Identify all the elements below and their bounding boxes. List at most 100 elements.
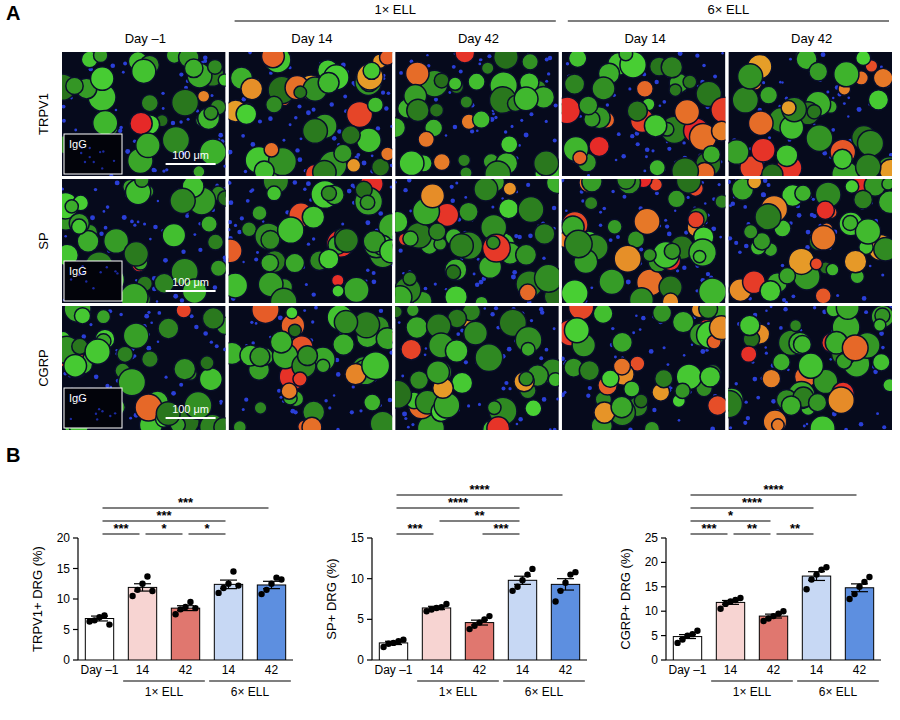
nucleus bbox=[352, 385, 355, 388]
x-tick-label: 42 bbox=[853, 663, 867, 677]
neuron bbox=[519, 284, 536, 301]
nucleus bbox=[365, 220, 370, 225]
nucleus bbox=[220, 402, 223, 405]
neuron bbox=[278, 217, 304, 243]
data-point bbox=[258, 591, 264, 597]
nucleus bbox=[630, 134, 634, 138]
neuron bbox=[519, 372, 533, 386]
nucleus bbox=[113, 160, 115, 162]
nucleus bbox=[156, 300, 158, 302]
neuron bbox=[815, 288, 831, 303]
nucleus bbox=[494, 306, 498, 310]
nucleus bbox=[682, 141, 685, 144]
nucleus bbox=[351, 184, 355, 188]
neuron bbox=[709, 316, 725, 340]
y-axis-title: TRPV1+ DRG (%) bbox=[30, 546, 45, 652]
neuron bbox=[468, 73, 485, 90]
neuron bbox=[612, 332, 632, 352]
neuron bbox=[395, 211, 408, 232]
nucleus bbox=[504, 130, 507, 133]
nucleus bbox=[246, 199, 250, 203]
neuron bbox=[629, 288, 653, 303]
neuron bbox=[599, 269, 625, 295]
nucleus bbox=[655, 80, 659, 84]
nucleus bbox=[146, 346, 151, 351]
nucleus bbox=[293, 410, 297, 414]
x-tick-label: 14 bbox=[136, 663, 150, 677]
nucleus bbox=[602, 207, 606, 211]
neuron bbox=[653, 306, 672, 323]
neuron bbox=[207, 234, 223, 250]
nucleus bbox=[771, 399, 776, 404]
nucleus bbox=[687, 196, 690, 199]
neuron bbox=[782, 97, 807, 122]
y-tick-label: 10 bbox=[645, 604, 659, 618]
neuron bbox=[643, 248, 656, 261]
neuron bbox=[649, 160, 665, 176]
nucleus bbox=[359, 409, 362, 412]
x-tick-label: 14 bbox=[222, 663, 236, 677]
nucleus bbox=[614, 356, 617, 359]
neuron bbox=[218, 191, 226, 207]
x-tick-label: Day –1 bbox=[374, 663, 412, 677]
nucleus bbox=[84, 161, 86, 163]
x-tick-label: 42 bbox=[559, 663, 573, 677]
bar bbox=[845, 588, 873, 660]
neuron bbox=[836, 306, 859, 319]
x-tick-label: 14 bbox=[516, 663, 530, 677]
nucleus bbox=[806, 230, 811, 235]
scale-label: 100 μm bbox=[172, 276, 209, 288]
neuron bbox=[636, 80, 653, 97]
nucleus bbox=[133, 224, 136, 227]
neuron bbox=[72, 219, 87, 234]
nucleus bbox=[864, 310, 868, 314]
column-label: Day –1 bbox=[125, 31, 166, 46]
neuron bbox=[485, 161, 511, 176]
bar bbox=[128, 587, 156, 660]
neuron bbox=[450, 234, 474, 258]
x-tick-label: 42 bbox=[265, 663, 279, 677]
neuron bbox=[362, 352, 390, 380]
group-line bbox=[503, 680, 585, 681]
nucleus bbox=[490, 312, 494, 316]
nucleus bbox=[229, 228, 231, 231]
nucleus bbox=[62, 105, 66, 109]
neuron bbox=[795, 185, 812, 202]
nucleus bbox=[98, 408, 100, 410]
y-tick-label: 10 bbox=[351, 572, 365, 586]
data-point bbox=[808, 576, 814, 582]
neuron bbox=[448, 77, 461, 90]
micrograph bbox=[728, 179, 892, 303]
nucleus bbox=[268, 116, 273, 121]
neuron bbox=[376, 328, 392, 350]
neuron bbox=[303, 118, 328, 143]
nucleus bbox=[402, 412, 407, 417]
neuron bbox=[664, 243, 680, 259]
neuron bbox=[395, 286, 412, 303]
neuron bbox=[627, 101, 647, 121]
neuron bbox=[834, 62, 859, 87]
neuron bbox=[760, 86, 778, 104]
nucleus bbox=[599, 211, 602, 214]
data-point bbox=[557, 588, 563, 594]
neuron bbox=[429, 223, 446, 240]
neuron bbox=[267, 186, 282, 201]
nucleus bbox=[611, 190, 614, 193]
neuron bbox=[313, 160, 336, 176]
neuron bbox=[565, 230, 592, 257]
neuron bbox=[288, 324, 301, 337]
nucleus bbox=[312, 292, 316, 296]
micrograph-bg bbox=[728, 306, 892, 430]
nucleus bbox=[721, 52, 723, 54]
neuron bbox=[66, 77, 83, 94]
y-tick bbox=[73, 598, 78, 599]
nucleus bbox=[542, 256, 545, 259]
nucleus bbox=[300, 137, 303, 140]
inset-label: IgG bbox=[69, 265, 87, 277]
nucleus bbox=[590, 286, 593, 289]
nucleus bbox=[452, 65, 456, 69]
nucleus bbox=[312, 108, 316, 112]
nucleus bbox=[153, 225, 158, 230]
scale-label: 100 μm bbox=[172, 149, 209, 161]
nucleus bbox=[379, 309, 383, 313]
